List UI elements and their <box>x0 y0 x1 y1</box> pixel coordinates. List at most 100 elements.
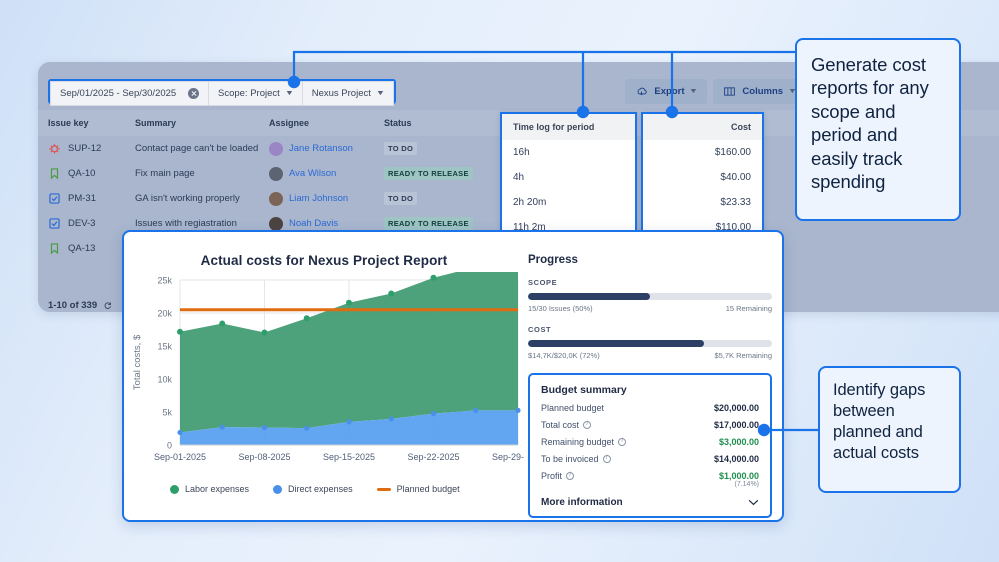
project-filter-label: Nexus Project <box>311 88 371 99</box>
chevron-down-icon: ▼ <box>375 90 386 97</box>
assignee-name[interactable]: Ava Wilson <box>289 168 337 179</box>
col-status: Status <box>384 118 412 128</box>
info-icon[interactable] <box>618 438 627 446</box>
labor-data-point <box>388 290 395 297</box>
chevron-down-icon <box>748 499 759 506</box>
cost-progress-text: $14,7K/$20,0K (72%) <box>528 351 600 360</box>
issue-key-label: DEV-3 <box>68 218 96 229</box>
status-cell[interactable]: TO DO <box>384 192 507 205</box>
labor-expenses-area <box>180 272 518 433</box>
assignee-name[interactable]: Jane Rotanson <box>289 143 353 154</box>
crop-time-value: 11h 2m <box>513 222 546 233</box>
summary-cell[interactable]: Fix main page <box>135 168 195 179</box>
legend-item-direct[interactable]: Direct expenses <box>273 484 353 494</box>
status-badge: READY TO RELEASE <box>384 217 473 230</box>
story-icon <box>50 168 59 180</box>
budget-row-label: Profit <box>541 471 575 481</box>
assignee-cell: Ava Wilson <box>269 166 384 181</box>
chart-legend: Labor expenses Direct expenses Planned b… <box>170 484 460 494</box>
status-badge: READY TO RELEASE <box>384 167 473 180</box>
callout-text: Identify gaps between planned and actual… <box>833 381 926 462</box>
avatar <box>269 141 283 156</box>
crop-cost-value: $110.00 <box>715 222 751 233</box>
issue-key-cell[interactable]: DEV-3 <box>38 217 135 230</box>
budget-row: Total cost $17,000.00 <box>541 420 759 430</box>
status-cell[interactable]: TO DO <box>384 142 507 155</box>
scope-filter[interactable]: Scope: Project ▼ <box>208 81 302 106</box>
issue-key-cell[interactable]: QA-13 <box>38 242 135 255</box>
crop-cost-value: $23.33 <box>720 197 751 208</box>
direct-data-point <box>304 425 310 431</box>
scope-progress-fill <box>528 293 650 300</box>
issue-key-cell[interactable]: SUP-12 <box>38 142 135 155</box>
task-icon <box>49 218 60 229</box>
assignee-name[interactable]: Liam Johnson <box>289 193 349 204</box>
crop-time-value: 16h <box>513 147 530 158</box>
labor-data-point <box>261 329 268 336</box>
assignee-name[interactable]: Noah Davis <box>289 218 339 229</box>
avatar <box>269 216 283 231</box>
budget-summary-panel: Budget summary Planned budget $20,000.00 T… <box>528 373 772 518</box>
filter-bar: Sep/01/2025 - Sep/30/2025 Scope: Project… <box>48 79 396 106</box>
budget-row-value: $3,000.00 <box>718 437 759 447</box>
export-button[interactable]: Export ▼ <box>625 79 708 104</box>
info-icon[interactable] <box>602 455 611 463</box>
direct-data-point <box>261 424 268 431</box>
toolbar-actions: Export ▼ Columns ▼ <box>625 79 806 104</box>
info-icon[interactable] <box>583 421 592 429</box>
info-icon[interactable] <box>566 472 575 480</box>
labor-data-point <box>303 315 310 322</box>
refresh-icon[interactable] <box>103 301 112 310</box>
legend-item-labor[interactable]: Labor expenses <box>170 484 249 494</box>
direct-data-point <box>430 411 437 417</box>
clear-circle-icon[interactable] <box>188 88 199 99</box>
more-information-toggle[interactable]: More information <box>541 497 759 508</box>
scope-progress-meta: 15/30 Issues (50%) 15 Remaining <box>528 304 772 313</box>
legend-label: Direct expenses <box>288 484 353 494</box>
legend-label: Planned budget <box>396 484 460 494</box>
x-tick-label: Sep-01-2025 <box>154 452 206 462</box>
cost-progress-fill <box>528 340 704 347</box>
crop-cost-header: Cost <box>643 114 762 140</box>
project-filter[interactable]: Nexus Project ▼ <box>301 81 394 106</box>
direct-data-point <box>219 424 225 430</box>
x-tick-label: Sep-22-2025 <box>407 452 459 462</box>
summary-cell[interactable]: Issues with regiastration <box>135 218 237 229</box>
scope-progress-bar <box>528 293 772 300</box>
chevron-down-icon: ▼ <box>284 90 294 97</box>
issue-key-label: PM-31 <box>68 193 96 204</box>
budget-row: Remaining budget $3,000.00 <box>541 437 759 447</box>
y-tick-label: 20k <box>157 308 172 318</box>
date-range-filter[interactable]: Sep/01/2025 - Sep/30/2025 <box>50 81 208 106</box>
y-tick-label: 0 <box>167 440 172 450</box>
budget-row: To be invoiced $14,000.00 <box>541 454 759 464</box>
avatar <box>269 166 283 181</box>
status-cell[interactable]: READY TO RELEASE <box>384 167 507 180</box>
columns-button[interactable]: Columns ▼ <box>713 79 806 104</box>
issue-key-label: QA-10 <box>68 168 96 179</box>
avatar <box>269 191 283 206</box>
crop-time-value: 2h 20m <box>513 197 547 208</box>
status-cell[interactable]: READY TO RELEASE <box>384 217 507 230</box>
summary-cell[interactable]: Contact page can't be loaded <box>135 143 259 154</box>
crop-cost-value: $160.00 <box>714 147 751 158</box>
table-row[interactable]: QA-13 <box>38 236 999 261</box>
budget-row: Profit $1,000.00(7.14%) <box>541 471 759 488</box>
budget-row-value: $1,000.00 (7.14%) <box>718 471 759 488</box>
budget-row-label: To be invoiced <box>541 454 611 464</box>
chevron-down-icon: ▼ <box>787 88 798 95</box>
crop-time-value: 4h <box>513 172 525 183</box>
legend-dot-icon <box>170 484 179 494</box>
table-row[interactable]: SUP-12 Contact page can't be loaded Jane R… <box>38 136 999 161</box>
y-axis-title: Total costs, $ <box>132 334 143 390</box>
callout-identify-gaps: Identify gaps between planned and actual… <box>818 366 961 493</box>
cost-section-label: COST <box>528 325 552 334</box>
issue-key-cell[interactable]: PM-31 <box>38 192 135 205</box>
legend-label: Labor expenses <box>185 484 250 494</box>
scope-filter-label: Scope: Project <box>218 88 280 99</box>
issue-key-cell[interactable]: QA-10 <box>38 167 135 180</box>
budget-row-subvalue: (7.14%) <box>734 481 759 488</box>
summary-cell[interactable]: GA isn't working properly <box>135 193 240 204</box>
legend-item-planned[interactable]: Planned budget <box>376 484 460 494</box>
budget-row-value: $17,000.00 <box>713 420 759 430</box>
